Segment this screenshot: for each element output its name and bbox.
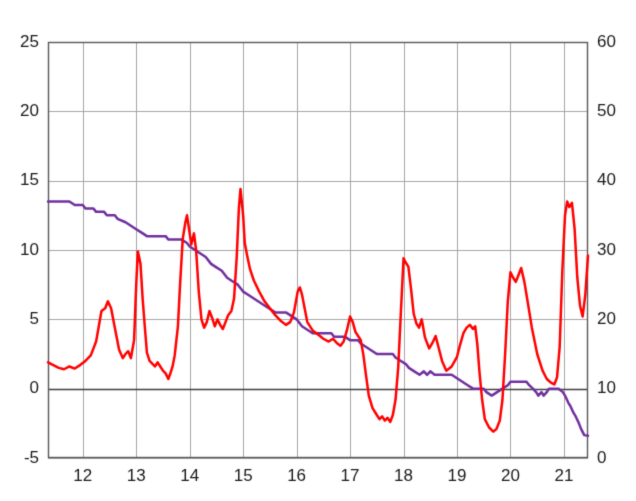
weather-chart: 積雪以外 新庄 積雪 — [0, 0, 636, 501]
chart-canvas — [0, 0, 636, 501]
